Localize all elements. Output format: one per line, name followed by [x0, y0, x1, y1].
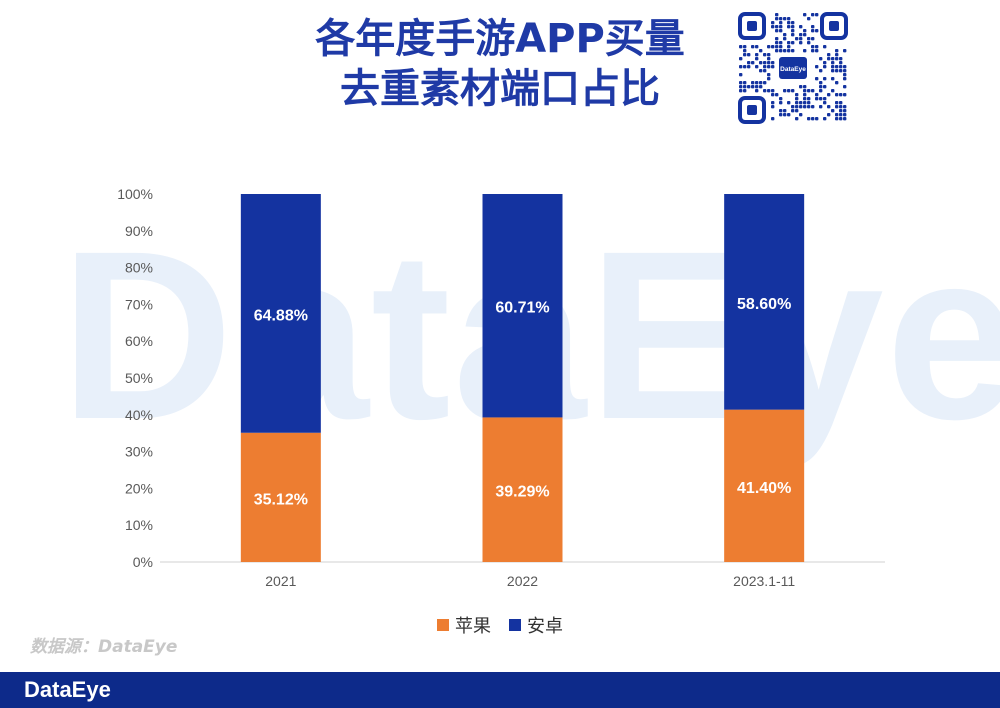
legend: 苹果 安卓 [0, 612, 1000, 638]
bar-value-label: 39.29% [495, 484, 549, 501]
title-line-2: 去重素材端口占比 [340, 66, 660, 112]
bar-apple-2 [724, 409, 805, 562]
bar-value-label: 58.60% [737, 296, 791, 313]
qr-finder-top-left [738, 12, 766, 40]
y-tick-label: 40% [125, 407, 153, 423]
qr-finder-top-right [820, 12, 848, 40]
legend-item-android: 安卓 [509, 612, 563, 638]
qr-center-logo: DataEye [780, 66, 806, 73]
chart-title: 各年度手游APP买量 去重素材端口占比 [230, 14, 770, 114]
y-tick-label: 50% [125, 370, 153, 386]
legend-item-apple: 苹果 [437, 612, 491, 638]
bar-value-label: 64.88% [254, 307, 308, 324]
y-tick-label: 0% [133, 554, 153, 570]
qr-finder-bottom-left [738, 96, 766, 124]
y-tick-label: 30% [125, 444, 153, 460]
bar-value-label: 41.40% [737, 480, 791, 497]
x-tick-label: 2023.1-11 [733, 573, 795, 589]
qr-code: DataEye [738, 12, 848, 124]
bar-value-label: 60.71% [495, 300, 549, 317]
y-tick-label: 70% [125, 296, 153, 312]
footer-bar: DataEye [0, 672, 1000, 708]
y-tick-label: 90% [125, 223, 153, 239]
title-line-1: 各年度手游APP买量 [315, 16, 685, 62]
bar-android-0 [240, 194, 321, 433]
x-tick-label: 2021 [265, 573, 296, 589]
bar-android-2 [724, 194, 805, 410]
x-tick-label: 2022 [507, 573, 538, 589]
legend-label-apple: 苹果 [455, 616, 491, 637]
legend-swatch-android [509, 619, 521, 631]
source-note: 数据源：DataEye [30, 637, 178, 657]
legend-label-android: 安卓 [527, 616, 563, 637]
legend-swatch-apple [437, 619, 449, 631]
y-tick-label: 10% [125, 517, 153, 533]
bar-value-label: 35.12% [254, 491, 308, 508]
footer-logo: DataEye [24, 677, 111, 702]
y-tick-label: 100% [117, 186, 153, 202]
y-tick-label: 60% [125, 333, 153, 349]
y-tick-label: 80% [125, 260, 153, 276]
bar-android-1 [482, 194, 563, 418]
bar-apple-1 [482, 417, 563, 562]
y-tick-label: 20% [125, 480, 153, 496]
bar-apple-0 [240, 432, 321, 562]
